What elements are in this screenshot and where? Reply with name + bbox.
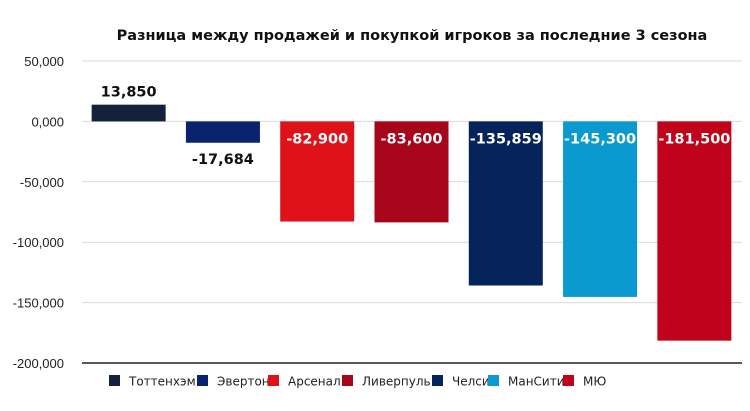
legend-label: Эвертон: [217, 375, 270, 389]
y-axis-ticks: 50,000 0,000 -50,000 -100,000 -150,000 -200,0…: [13, 54, 64, 371]
data-label: -135,859: [470, 131, 542, 147]
legend-swatch: [109, 375, 120, 386]
bar-4: [374, 121, 449, 223]
legend-swatch: [563, 375, 574, 386]
legend-label: Арсенал: [288, 375, 341, 389]
legend-label: МЮ: [583, 375, 606, 389]
legend-swatch: [432, 375, 443, 386]
data-label: 13,850: [101, 85, 157, 101]
bars: [91, 104, 732, 341]
chart-title: Разница между продажей и покупкой игроко…: [117, 28, 708, 44]
data-label: -83,600: [381, 131, 443, 147]
legend-label: Тоттенхэм: [128, 375, 196, 389]
y-tick-label: -150,000: [13, 296, 64, 311]
y-tick-label: -50,000: [20, 175, 64, 190]
legend-label: Челси: [452, 375, 490, 389]
data-labels: 13,850 -17,684 -82,900 -83,600 -135,859 -145,…: [101, 85, 731, 168]
bar-6: [563, 121, 638, 297]
legend-swatch: [197, 375, 208, 386]
y-tick-label: 0,000: [31, 114, 64, 129]
legend-swatch: [268, 375, 279, 386]
bar-7: [657, 121, 732, 341]
bar-1: [91, 104, 166, 122]
bar-3: [280, 121, 355, 222]
data-label: -17,684: [192, 152, 254, 168]
legend-swatch: [488, 375, 499, 386]
legend-swatch: [342, 375, 353, 386]
data-label: -82,900: [286, 131, 348, 147]
bar-2: [185, 121, 260, 143]
y-tick-label: 50,000: [24, 54, 64, 69]
legend-label: Ливерпуль: [362, 375, 431, 389]
y-tick-label: -100,000: [13, 235, 64, 250]
legend: Тоттенхэм Эвертон Арсенал Ливерпуль Челси Ман…: [109, 375, 606, 389]
y-tick-label: -200,000: [13, 356, 64, 371]
data-label: -181,500: [658, 131, 730, 147]
bar-5: [468, 121, 543, 286]
legend-label: МанСити: [508, 375, 565, 389]
data-label: -145,300: [564, 131, 636, 147]
